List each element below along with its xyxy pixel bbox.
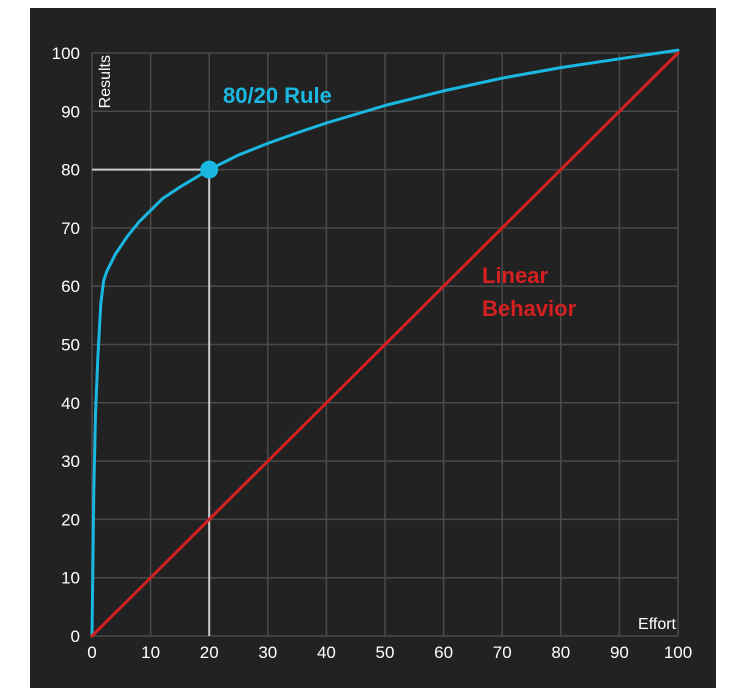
y-tick-label: 90 (61, 102, 80, 121)
series-line-linear-behavior (90, 51, 680, 638)
x-tick-label: 70 (493, 643, 512, 662)
y-tick-label: 80 (61, 161, 80, 180)
annotation-behavior: Behavior (482, 296, 577, 321)
y-tick-label: 30 (61, 452, 80, 471)
series (90, 48, 680, 638)
y-tick-label: 10 (61, 569, 80, 588)
y-tick-label: 60 (61, 277, 80, 296)
chart-svg: 0 10 20 30 40 50 60 70 80 90 100 0 10 20 30 40 50 60 70 80 9… (52, 44, 693, 662)
x-tick-label: 40 (317, 643, 336, 662)
x-tick-label: 10 (141, 643, 160, 662)
chart-panel: 0 10 20 30 40 50 60 70 80 90 100 0 10 20 30 40 50 60 70 80 9… (30, 8, 716, 688)
x-axis-label: Effort (638, 616, 677, 633)
highlight-points (200, 160, 219, 179)
x-tick-label: 80 (551, 643, 570, 662)
highlight-point (200, 160, 219, 179)
y-axis-label: Results (97, 55, 114, 108)
guide-lines (92, 168, 211, 636)
y-tick-label: 70 (61, 219, 80, 238)
x-tick-label: 100 (664, 643, 692, 662)
x-tick-label: 50 (376, 643, 395, 662)
y-tick-label: 100 (52, 44, 80, 63)
series-line-80-20-rule (90, 48, 680, 638)
y-tick-label: 20 (61, 510, 80, 529)
grid (91, 52, 679, 637)
x-tick-label: 0 (87, 643, 96, 662)
y-tick-label: 50 (61, 336, 80, 355)
y-tick-label: 0 (71, 627, 80, 646)
annotation-80-20-rule: 80/20 Rule (223, 83, 332, 108)
y-tick-label: 40 (61, 394, 80, 413)
x-tick-label: 30 (258, 643, 277, 662)
x-tick-label: 90 (610, 643, 629, 662)
tick-labels: 0 10 20 30 40 50 60 70 80 90 100 0 10 20 30 40 50 60 70 80 9… (52, 44, 693, 662)
x-tick-label: 20 (200, 643, 219, 662)
x-tick-label: 60 (434, 643, 453, 662)
annotation-linear: Linear (482, 263, 548, 288)
